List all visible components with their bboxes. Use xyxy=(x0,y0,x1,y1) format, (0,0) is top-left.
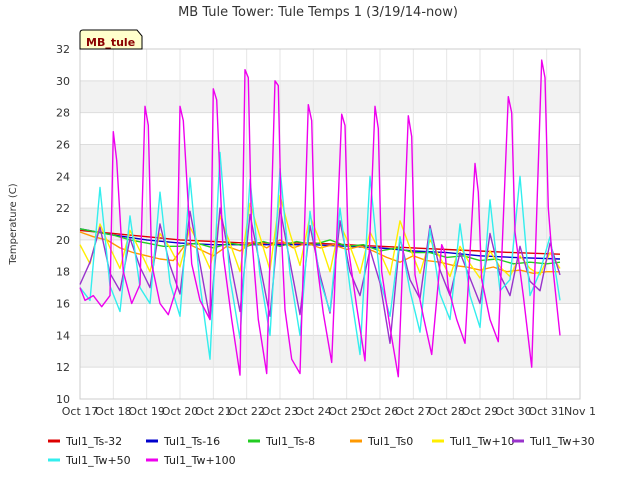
plot-band xyxy=(80,144,580,177)
legend-label: Tul1_Tw+100 xyxy=(163,454,236,467)
series-line xyxy=(79,228,561,265)
badge-label: MB_tule xyxy=(86,36,135,49)
legend-label: Tul1_Tw+50 xyxy=(65,454,131,467)
chart-title: MB Tule Tower: Tule Temps 1 (3/19/14-now… xyxy=(178,5,458,20)
badge-shape xyxy=(79,29,143,50)
x-tick-label: Oct 30 xyxy=(495,405,532,418)
y-tick-label: 24 xyxy=(56,170,70,183)
series-line xyxy=(79,194,561,279)
series-line xyxy=(79,59,561,378)
y-tick-label: 10 xyxy=(56,393,70,406)
y-tick-label: 18 xyxy=(56,266,70,279)
x-tick-label: Oct 19 xyxy=(128,405,165,418)
y-tick-label: 32 xyxy=(56,43,70,56)
legend-label: Tul1_Tw+10 xyxy=(449,435,515,448)
plot-band xyxy=(80,80,580,113)
plot-bands xyxy=(80,80,580,368)
y-tick-label: 26 xyxy=(56,138,70,151)
y-tick-label: 14 xyxy=(56,329,70,342)
series-line xyxy=(79,151,561,360)
y-axis-title: Temperature (C) xyxy=(8,183,19,265)
x-tick-label: Oct 23 xyxy=(262,405,299,418)
x-tick-label: Oct 24 xyxy=(295,405,332,418)
x-tick-label: Oct 25 xyxy=(328,405,365,418)
y-tick-label: 22 xyxy=(56,202,70,215)
plot-frame xyxy=(79,48,581,400)
legend-label: Tul1_Ts-16 xyxy=(163,435,220,448)
x-tick-label: Nov 1 xyxy=(564,405,596,418)
legend-label: Tul1_Ts0 xyxy=(367,435,413,448)
x-tick-label: Oct 29 xyxy=(462,405,499,418)
y-tick-labels: 10 12 14 16 18 20 22 24 26 28 30 32 xyxy=(56,43,70,406)
y-tick-label: 12 xyxy=(56,361,70,374)
y-tick-label: 30 xyxy=(56,75,70,88)
x-tick-label: Oct 20 xyxy=(162,405,199,418)
y-tick-label: 20 xyxy=(56,234,70,247)
x-tick-label: Oct 31 xyxy=(528,405,565,418)
x-tick-label: Oct 17 xyxy=(62,405,99,418)
x-tick-label: Oct 26 xyxy=(362,405,399,418)
y-tick-label: 28 xyxy=(56,107,70,120)
plot-band xyxy=(80,208,580,240)
x-tick-label: Oct 21 xyxy=(195,405,232,418)
plot-band xyxy=(80,271,580,304)
legend-label: Tul1_Tw+30 xyxy=(529,435,595,448)
x-tick-label: Oct 18 xyxy=(95,405,132,418)
x-tick-label: Oct 28 xyxy=(428,405,465,418)
x-tick-label: Oct 22 xyxy=(228,405,265,418)
series-layer xyxy=(79,59,561,378)
legend-label: Tul1_Ts-32 xyxy=(65,435,122,448)
series-line xyxy=(79,231,560,274)
y-tick-label: 16 xyxy=(56,298,70,311)
station-badge: MB_tule xyxy=(79,29,143,50)
x-tick-label: Oct 27 xyxy=(395,405,432,418)
legend: Tul1_Ts-32 Tul1_Ts-16 Tul1_Ts-8 Tul1_Ts0 Tul… xyxy=(48,435,595,467)
legend-label: Tul1_Ts-8 xyxy=(265,435,315,448)
